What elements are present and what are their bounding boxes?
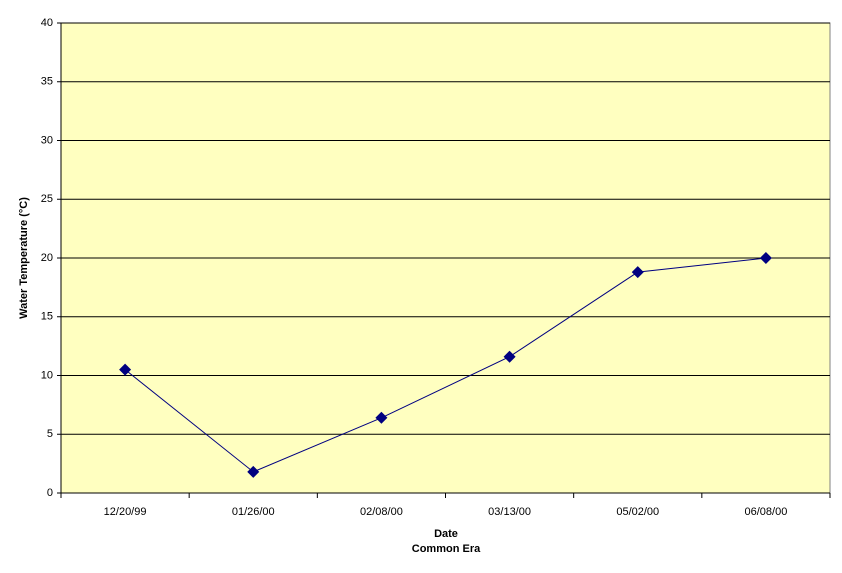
x-tick-label: 12/20/99 <box>104 506 147 518</box>
y-tick-label: 30 <box>41 134 53 146</box>
x-tick-label: 03/13/00 <box>488 506 531 518</box>
y-tick-label: 20 <box>41 252 53 264</box>
x-tick-label: 01/26/00 <box>232 506 275 518</box>
y-tick-label: 10 <box>41 369 53 381</box>
y-tick-label: 40 <box>41 17 53 29</box>
y-tick-label: 0 <box>47 487 53 499</box>
y-tick-label: 35 <box>41 76 53 88</box>
data-point <box>119 363 132 376</box>
series-line <box>124 257 766 473</box>
y-tick-label: 25 <box>41 193 53 205</box>
x-axis-label: Date <box>434 528 458 540</box>
x-axis-sublabel: Common Era <box>412 543 481 555</box>
x-tick-label: 05/02/00 <box>616 506 659 518</box>
x-tick-label: 06/08/00 <box>745 506 788 518</box>
data-point <box>503 350 516 363</box>
x-tick-label: 02/08/00 <box>360 506 403 518</box>
data-point <box>631 266 644 279</box>
data-point <box>759 252 772 264</box>
y-axis-label: Water Temperature (°C) <box>18 197 30 319</box>
data-point <box>375 411 388 424</box>
y-tick-label: 5 <box>47 428 53 440</box>
y-tick-label: 15 <box>41 311 53 323</box>
data-point <box>247 465 260 478</box>
